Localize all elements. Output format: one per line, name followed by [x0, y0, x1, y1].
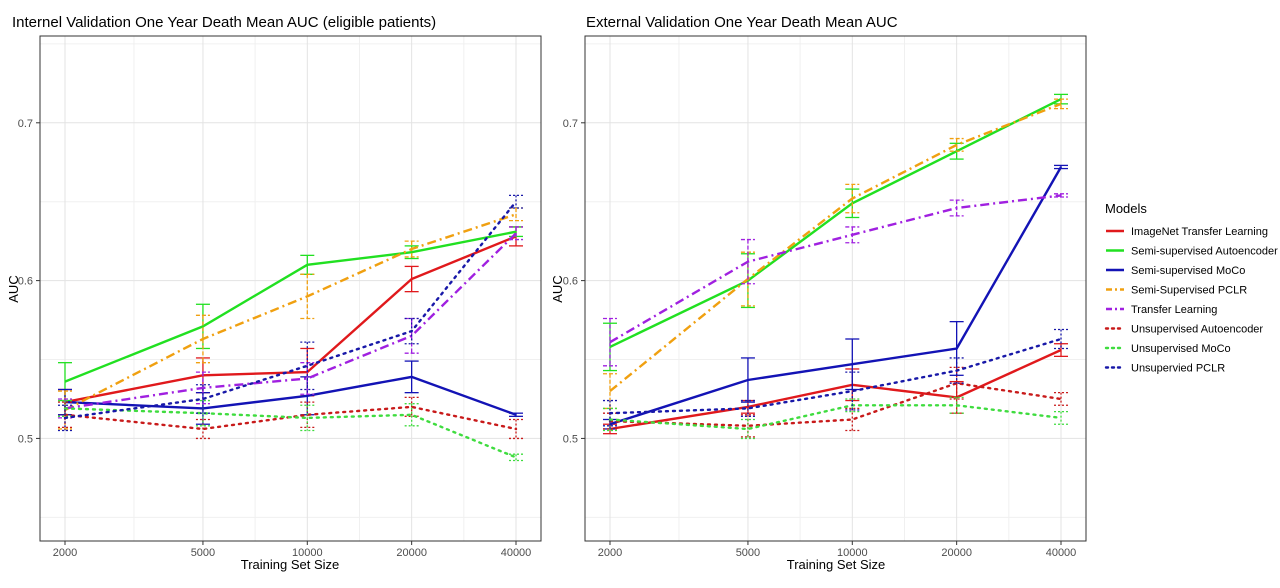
chart2-x-axis-label: Training Set Size — [787, 557, 886, 572]
y-tick-label: 0.5 — [18, 433, 33, 445]
y-tick-label: 0.7 — [18, 118, 33, 130]
chart1-y-axis-label: AUC — [6, 275, 21, 302]
chart2-series-semi-supervised-pclr — [602, 98, 1069, 410]
chart1-x-axis-label: Training Set Size — [241, 557, 340, 572]
chart1-series-semi-supervised-pclr — [57, 207, 524, 430]
chart2-series-unsupervied-pclr — [602, 328, 1069, 427]
series-line — [64, 230, 517, 383]
series-line — [608, 337, 1063, 415]
legend-item: Semi-supervised MoCo — [1106, 265, 1245, 277]
chart1-title: Internel Validation One Year Death Mean … — [12, 14, 436, 31]
series-line — [63, 200, 518, 420]
legend-label: Unsupervised MoCo — [1131, 343, 1231, 355]
x-tick-label: 10000 — [837, 547, 868, 559]
error-bar — [740, 238, 755, 285]
error-bar — [949, 366, 964, 400]
y-tick-label: 0.7 — [563, 118, 578, 130]
series-line — [609, 348, 1062, 431]
chart2-series-transfer-learning — [602, 193, 1069, 367]
chart1-plot-area: 0.5 0.6 0.7 2000 5000 10000 20000 40000 — [18, 35, 542, 559]
series-line — [609, 194, 1062, 344]
x-tick-label: 20000 — [941, 547, 972, 559]
error-bar — [300, 273, 315, 320]
x-tick-label: 10000 — [292, 547, 323, 559]
legend-label: ImageNet Transfer Learning — [1131, 226, 1268, 238]
y-tick-label: 0.5 — [563, 433, 578, 445]
error-bar — [404, 396, 419, 417]
chart2-title: External Validation One Year Death Mean … — [586, 14, 898, 31]
x-tick-label: 5000 — [191, 547, 215, 559]
series-line — [609, 102, 1062, 393]
legend-label: Unsupervised Autoencoder — [1131, 324, 1263, 336]
legend-item: Unsupervised Autoencoder — [1104, 324, 1263, 336]
x-tick-label: 40000 — [501, 547, 532, 559]
chart1-series-unsupervied-pclr — [57, 194, 524, 432]
legend-label: Semi-Supervised PCLR — [1131, 285, 1247, 297]
error-bar — [195, 314, 210, 364]
chart2-series-semi-supervised-autoencoder — [602, 93, 1069, 372]
x-tick-label: 2000 — [598, 547, 622, 559]
legend-title: Models — [1105, 201, 1147, 216]
error-bar — [949, 396, 964, 414]
x-tick-label: 40000 — [1046, 547, 1077, 559]
series-line — [609, 166, 1063, 426]
series-line — [608, 381, 1063, 428]
series-line — [609, 98, 1062, 348]
error-bar — [300, 404, 315, 432]
chart2-y-axis-label: AUC — [550, 275, 565, 302]
x-tick-label: 2000 — [53, 547, 77, 559]
legend-label: Semi-supervised Autoencoder — [1131, 246, 1278, 258]
series-line — [63, 407, 518, 459]
series-line — [64, 375, 517, 416]
legend-label: Semi-supervised MoCo — [1131, 265, 1245, 277]
legend-item: Semi-Supervised PCLR — [1106, 285, 1247, 297]
chart2-panel-border — [584, 35, 1087, 542]
chart1-panel-border — [39, 35, 542, 542]
error-bar — [1054, 328, 1069, 350]
series-line — [64, 235, 517, 404]
error-bar — [1054, 98, 1069, 110]
error-bar — [509, 226, 524, 241]
error-bar — [509, 453, 524, 462]
legend-item: ImageNet Transfer Learning — [1106, 226, 1268, 238]
y-tick-label: 0.6 — [563, 276, 578, 288]
legend-item: Semi-supervised Autoencoder — [1106, 246, 1278, 258]
legend-item: Unsupervised MoCo — [1104, 343, 1231, 355]
legend-item: Unsupervied PCLR — [1104, 363, 1225, 375]
chart1-series-semi-supervised-autoencoder — [57, 226, 524, 402]
chart1-series-imagenet-transfer-learning — [57, 226, 524, 416]
series-line — [64, 232, 517, 410]
error-bar — [602, 317, 617, 367]
chart2-plot-area: 0.5 0.6 0.7 2000 5000 10000 20000 40000 — [563, 35, 1087, 559]
legend-label: Transfer Learning — [1131, 304, 1217, 316]
x-tick-label: 20000 — [396, 547, 427, 559]
legend-label: Unsupervied PCLR — [1131, 363, 1225, 375]
error-bar — [195, 418, 210, 440]
series-line — [64, 213, 517, 412]
x-tick-label: 5000 — [736, 547, 760, 559]
error-bar — [195, 384, 210, 414]
legend-item: Transfer Learning — [1106, 304, 1217, 316]
y-tick-label: 0.6 — [18, 276, 33, 288]
legend: Models ImageNet Transfer Learning Semi-su… — [1104, 201, 1278, 375]
chart1-series-unsupervised-moco — [57, 399, 524, 462]
error-bar — [740, 399, 755, 417]
error-bar — [740, 418, 755, 440]
